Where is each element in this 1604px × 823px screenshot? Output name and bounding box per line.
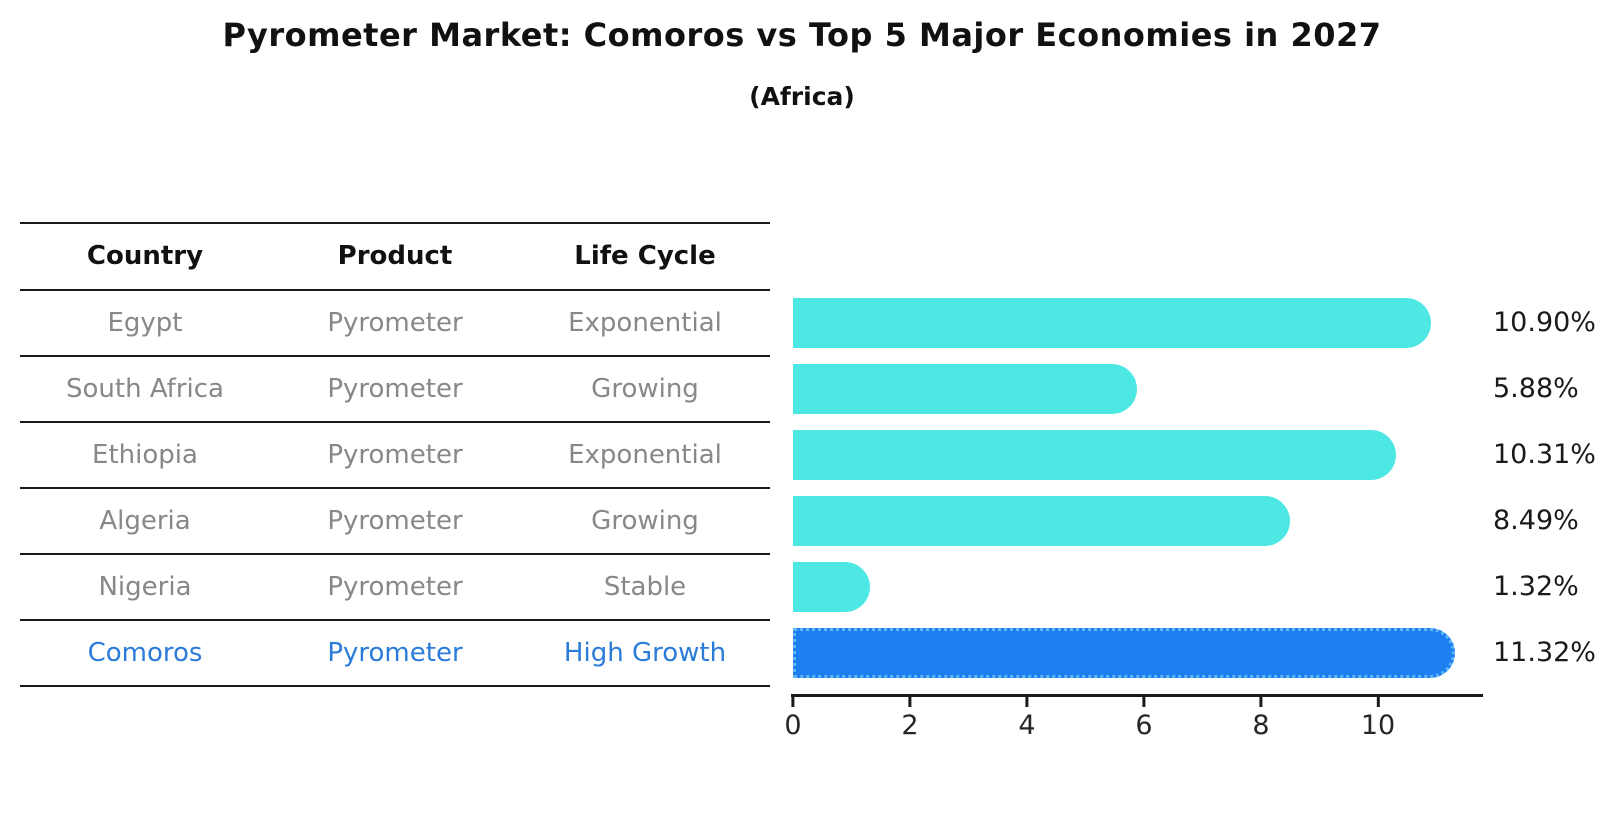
table-row: Ethiopia Pyrometer Exponential <box>20 423 770 489</box>
x-tick: 0 <box>784 697 802 741</box>
x-tick: 6 <box>1135 697 1153 741</box>
x-tick: 8 <box>1252 697 1270 741</box>
table-header-row: Country Product Life Cycle <box>20 224 770 291</box>
bar-egypt <box>793 298 1431 348</box>
x-tick: 2 <box>901 697 919 741</box>
bar-row-egypt: 10.90% <box>793 290 1596 356</box>
bar-row-algeria: 8.49% <box>793 488 1579 554</box>
bar-nigeria <box>793 562 871 612</box>
column-header-product: Product <box>337 241 453 271</box>
life-cycle-cell: Growing <box>591 374 699 404</box>
x-axis-spine <box>791 694 1483 697</box>
life-cycle-cell: Stable <box>603 572 687 602</box>
product-cell: Pyrometer <box>327 506 463 536</box>
table-row: Egypt Pyrometer Exponential <box>20 291 770 357</box>
tick-mark <box>1259 697 1263 707</box>
life-cycle-cell: Exponential <box>568 440 722 470</box>
bar-algeria <box>793 496 1290 546</box>
country-cell: Comoros <box>87 638 203 668</box>
bar-row-ethiopia: 10.31% <box>793 422 1596 488</box>
tick-label: 4 <box>1018 710 1036 741</box>
bar-row-comoros: 11.32% <box>793 620 1596 686</box>
value-label: 11.32% <box>1493 637 1596 668</box>
table-row-comoros: Comoros Pyrometer High Growth <box>20 621 770 687</box>
product-cell: Pyrometer <box>327 638 463 668</box>
chart-title: Pyrometer Market: Comoros vs Top 5 Major… <box>222 16 1382 54</box>
bar-row-nigeria: 1.32% <box>793 554 1579 620</box>
product-cell: Pyrometer <box>327 440 463 470</box>
bar-chart: 10.90% 5.88% 10.31% 8.49% 1.32% 11.32% <box>793 290 1596 686</box>
value-label: 8.49% <box>1493 505 1579 536</box>
tick-label: 0 <box>784 710 802 741</box>
country-cell: Algeria <box>99 506 191 536</box>
tick-label: 10 <box>1360 710 1396 741</box>
tick-label: 8 <box>1252 710 1270 741</box>
column-header-country: Country <box>86 241 204 271</box>
bar-row-south-africa: 5.88% <box>793 356 1579 422</box>
table-row: South Africa Pyrometer Growing <box>20 357 770 423</box>
table-row: Algeria Pyrometer Growing <box>20 489 770 555</box>
product-cell: Pyrometer <box>327 374 463 404</box>
tick-label: 2 <box>901 710 919 741</box>
summary-table: Country Product Life Cycle Egypt Pyromet… <box>20 222 770 687</box>
x-tick: 4 <box>1018 697 1036 741</box>
bar-south-africa <box>793 364 1137 414</box>
tick-mark <box>908 697 912 707</box>
product-cell: Pyrometer <box>327 572 463 602</box>
life-cycle-cell: Growing <box>591 506 699 536</box>
x-axis: 0 2 4 6 8 10 <box>784 697 1495 757</box>
country-cell: Nigeria <box>98 572 192 602</box>
value-label: 10.31% <box>1493 439 1596 470</box>
column-header-life-cycle: Life Cycle <box>574 241 716 271</box>
life-cycle-cell: Exponential <box>568 308 722 338</box>
product-cell: Pyrometer <box>327 308 463 338</box>
chart-subtitle: (Africa) <box>749 82 855 111</box>
table-row: Nigeria Pyrometer Stable <box>20 555 770 621</box>
life-cycle-cell: High Growth <box>563 638 727 668</box>
tick-mark <box>1025 697 1029 707</box>
bar-comoros-highlighted <box>793 628 1456 678</box>
country-cell: Egypt <box>107 308 183 338</box>
tick-label: 6 <box>1135 710 1153 741</box>
country-cell: Ethiopia <box>92 440 198 470</box>
tick-mark <box>791 697 795 707</box>
tick-mark <box>1142 697 1146 707</box>
value-label: 1.32% <box>1493 571 1579 602</box>
x-tick: 10 <box>1361 697 1395 741</box>
tick-mark <box>1376 697 1380 707</box>
country-cell: South Africa <box>66 374 224 404</box>
value-label: 10.90% <box>1493 307 1596 338</box>
bar-ethiopia <box>793 430 1397 480</box>
value-label: 5.88% <box>1493 373 1579 404</box>
